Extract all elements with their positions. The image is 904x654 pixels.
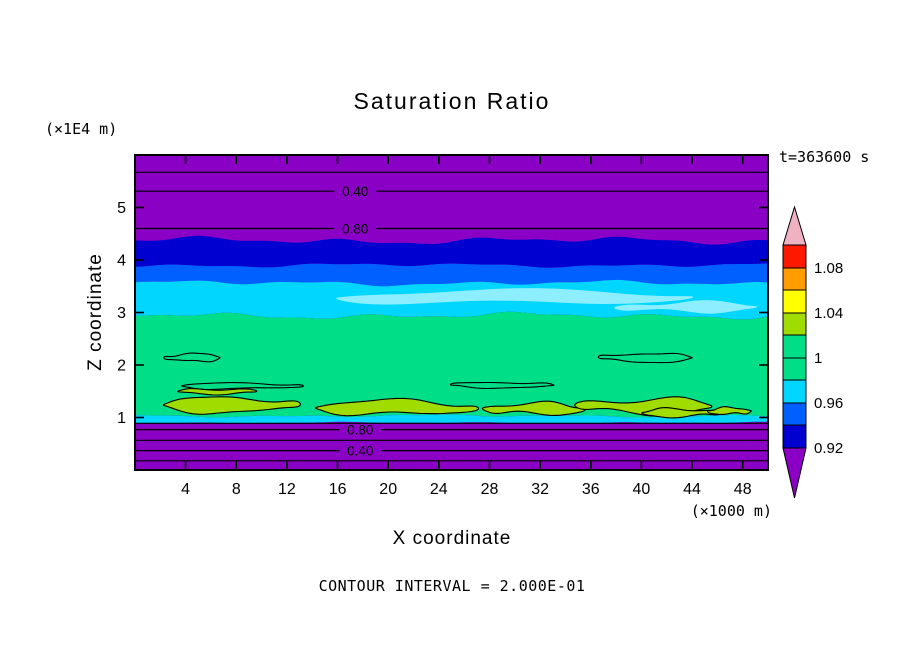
- light-cyan-streak: [336, 288, 694, 305]
- y-tick-label: 4: [117, 253, 126, 270]
- colorbar-segment: [782, 402, 807, 426]
- contour-loop: [180, 382, 304, 391]
- contour-patch: [641, 407, 724, 419]
- plot-frame: [134, 154, 769, 471]
- contour-line-label: 0.40: [347, 443, 373, 458]
- chart-title: Saturation Ratio: [353, 88, 551, 114]
- contour-interval-note: CONTOUR INTERVAL = 2.000E-01: [318, 577, 586, 595]
- contour-patch: [481, 400, 586, 416]
- y-tick-label: 5: [117, 200, 126, 217]
- x-tick-label: 4: [181, 481, 190, 498]
- contour-patch: [707, 406, 752, 415]
- contour-loop: [597, 352, 693, 364]
- x-tick-label: 16: [329, 481, 347, 498]
- x-tick-label: 32: [531, 481, 549, 498]
- x-axis-title: X coordinate: [392, 528, 512, 549]
- y-tick-label: 1: [117, 410, 126, 427]
- colorbar-segment: [782, 447, 807, 499]
- x-tick-label: 36: [582, 481, 600, 498]
- colorbar-segment: [782, 205, 807, 246]
- x-axis-units: (×1000 m): [690, 502, 772, 520]
- colorbar-tick-label: 1.08: [814, 260, 843, 277]
- contour-field: 0.40 0.80 0.80 0.40: [135, 155, 768, 470]
- fill-band-saturation-0.92-0.96-upper: [135, 235, 768, 268]
- time-annotation: t=363600 s: [779, 148, 870, 166]
- y-axis-units: (×1E4 m): [45, 120, 118, 138]
- y-tick-label: 2: [117, 358, 126, 375]
- colorbar-tick-label: 0.92: [814, 440, 843, 457]
- contour-loop: [449, 381, 555, 390]
- x-tick-label: 48: [734, 481, 752, 498]
- light-cyan-streak: [614, 300, 758, 314]
- x-tick-label: 8: [232, 481, 241, 498]
- fill-band-saturation-0.96-lower-strip: [135, 414, 768, 424]
- colorbar-tick-label: 1.04: [814, 305, 843, 322]
- x-tick-label: 28: [481, 481, 499, 498]
- x-tick-label: 12: [278, 481, 296, 498]
- contour-line-label: 0.80: [342, 221, 368, 236]
- colorbar: 1.08 1.04 1 0.96 0.92: [782, 205, 843, 499]
- contour-loop: [163, 352, 221, 363]
- contour-line-label: 0.80: [347, 422, 373, 437]
- y-axis-title: Z coordinate: [85, 253, 106, 371]
- x-tick-label: 20: [379, 481, 397, 498]
- x-tick-label: 44: [683, 481, 701, 498]
- colorbar-segment: [782, 244, 807, 269]
- contour-patch: [314, 397, 480, 417]
- x-tick-label: 40: [633, 481, 651, 498]
- contour-patch: [177, 388, 258, 396]
- colorbar-segment: [782, 424, 807, 449]
- colorbar-segment: [782, 312, 807, 336]
- y-tick-label: 3: [117, 305, 126, 322]
- colorbar-tick-label: 1: [814, 350, 822, 367]
- colorbar-segment: [782, 267, 807, 291]
- fill-band-saturation-0.94-upper: [135, 263, 768, 287]
- colorbar-segment: [782, 334, 807, 359]
- x-tick-label: 24: [430, 481, 448, 498]
- colorbar-segment: [782, 379, 807, 404]
- colorbar-segment: [782, 357, 807, 381]
- contour-patch: [162, 396, 301, 415]
- fill-band-saturation-0.96-1.00: [135, 311, 768, 418]
- contour-line-label: 0.40: [342, 184, 368, 199]
- colorbar-segment: [782, 289, 807, 314]
- colorbar-tick-label: 0.96: [814, 395, 843, 412]
